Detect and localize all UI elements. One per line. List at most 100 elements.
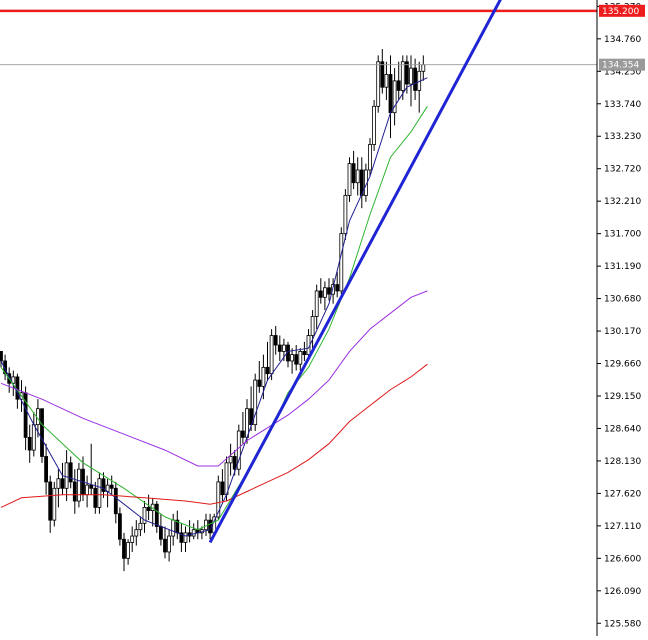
bull-candle-body: [384, 74, 389, 88]
candle: [68, 456, 73, 489]
bull-candle-body: [253, 379, 258, 426]
bull-candle-body: [183, 532, 188, 543]
candle: [240, 411, 245, 444]
bull-candle-body: [97, 478, 102, 508]
candle: [314, 284, 319, 330]
y-tick-label: 132.720: [604, 165, 641, 175]
bull-candle-body: [281, 344, 286, 352]
candle: [56, 469, 61, 508]
y-tick-label: 129.660: [604, 360, 641, 370]
candle: [322, 281, 327, 311]
bear-candle-body: [327, 287, 331, 295]
level-price-label: 135.200: [602, 7, 639, 17]
candle: [138, 516, 143, 537]
bear-candle-body: [158, 526, 163, 540]
bull-candle-body: [130, 535, 135, 543]
bear-candle-body: [113, 487, 118, 515]
candle: [0, 351, 3, 368]
bull-candle-body: [224, 462, 229, 496]
candle: [339, 227, 344, 295]
axis-background: [597, 0, 648, 636]
y-tick-label: 128.130: [604, 457, 641, 467]
y-tick-label: 130.680: [604, 295, 641, 305]
candle: [11, 370, 16, 396]
y-tick-label: 126.090: [604, 587, 641, 597]
candle: [44, 443, 48, 495]
moving-average-line: [0, 77, 428, 537]
y-tick-label: 129.150: [604, 392, 641, 402]
bear-candle-body: [72, 481, 77, 502]
candle: [355, 157, 360, 196]
bull-candle-body: [171, 519, 176, 537]
bear-candle-body: [257, 379, 262, 387]
bear-candle-body: [380, 61, 385, 88]
y-tick-label: 126.600: [604, 554, 641, 564]
candle: [150, 497, 155, 527]
candle: [253, 373, 258, 432]
bull-candle-body: [347, 163, 352, 196]
y-tick-label: 130.170: [604, 327, 641, 337]
price-lines-layer: [0, 0, 597, 544]
candle: [273, 325, 278, 355]
bull-candle-body: [11, 376, 16, 384]
bear-candle-body: [273, 335, 278, 346]
candle: [126, 539, 130, 565]
candle: [175, 510, 180, 540]
candle: [97, 472, 102, 514]
candle: [118, 507, 122, 546]
bull-candle-body: [409, 67, 413, 85]
bear-candle-body: [335, 284, 340, 292]
candle: [413, 58, 418, 100]
trend-line: [208, 0, 502, 544]
candle: [109, 475, 114, 495]
candle: [130, 526, 135, 552]
candle: [163, 526, 167, 559]
current-price-label: 134.354: [602, 61, 639, 71]
bear-candle-body: [89, 484, 94, 489]
y-tick-label: 128.640: [604, 424, 641, 434]
bear-candle-body: [109, 484, 114, 489]
bear-candle-body: [146, 506, 151, 511]
candle: [277, 335, 282, 361]
candle: [93, 481, 98, 514]
candle: [48, 475, 53, 533]
bear-candle-body: [396, 80, 401, 91]
bull-candle-body: [236, 430, 241, 470]
candle: [146, 494, 151, 521]
candle: [298, 348, 303, 371]
candle: [105, 478, 110, 508]
candle: [343, 189, 348, 241]
bull-candle-body: [167, 535, 172, 553]
candle: [40, 408, 44, 463]
y-tick-label: 131.190: [604, 262, 641, 272]
bull-candle-body: [142, 506, 147, 524]
bull-candle-body: [322, 287, 327, 298]
candles-layer: [0, 49, 426, 572]
bear-candle-body: [179, 532, 184, 543]
bear-candle-body: [240, 430, 245, 438]
candle: [294, 345, 299, 371]
current-price-tag: [599, 58, 645, 71]
candle: [400, 55, 405, 100]
bear-candle-body: [48, 481, 53, 521]
bear-candle-body: [68, 462, 73, 483]
candle: [134, 520, 139, 546]
bull-candle-body: [138, 522, 143, 531]
candle: [85, 475, 89, 508]
candle: [101, 472, 106, 498]
bull-candle-body: [228, 456, 233, 464]
candle: [220, 469, 225, 502]
bull-candle-body: [400, 61, 405, 91]
bull-candle-body: [64, 462, 69, 489]
bear-candle-body: [232, 456, 237, 470]
bull-candle-body: [368, 144, 372, 171]
candle: [191, 523, 196, 540]
bull-candle-body: [331, 284, 336, 295]
candle: [286, 341, 290, 368]
candle: [396, 61, 401, 100]
bear-candle-body: [154, 503, 159, 527]
bull-candle-body: [376, 61, 381, 107]
bull-candle-body: [269, 335, 274, 375]
